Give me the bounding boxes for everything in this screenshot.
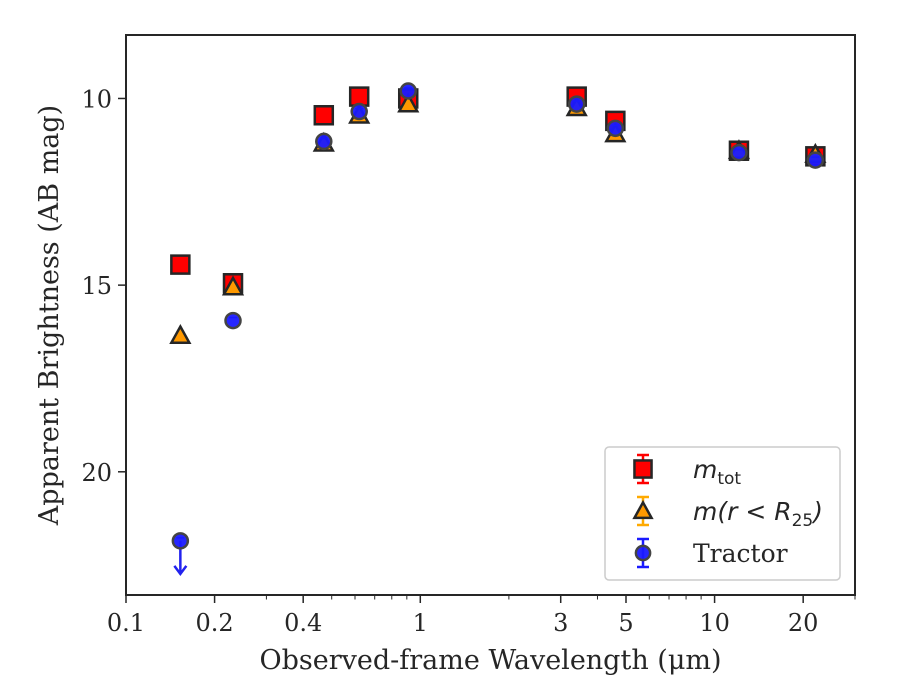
data-point-triangle [169,323,192,344]
data-point-circle [730,143,748,162]
data-point-circle [350,102,368,121]
x-tick-label: 1 [413,609,428,637]
data-point-circle [606,119,625,138]
legend-entry: mtot [633,453,741,489]
data-point-circle [399,82,417,100]
plot-frame [125,34,856,596]
data-point-circle [224,311,242,330]
series-square [170,86,826,294]
legend-label: m(r < R25) [693,497,823,531]
x-axis-label: Observed-frame Wavelength (μm) [259,645,721,676]
x-axis: 0.1 0.2 0.4 1 3 5 10 20 [107,595,856,637]
upper-limit-arrow [173,565,188,576]
legend-marker-square [633,459,653,479]
data-point-triangle [397,92,420,113]
legend-entry: Tractor [634,537,788,569]
legend-label: mtot [693,455,741,489]
legend-label: Tractor [693,539,788,568]
legend-entry: m(r < R25) [632,495,823,531]
x-tick-label: 5 [618,609,633,637]
data-point-circle [315,132,333,151]
y-tick-label: 15 [81,272,112,300]
data-point-circle [806,151,825,169]
x-tick-label: 20 [788,609,819,637]
legend-marker-triangle [632,499,654,520]
data-markers [169,82,827,576]
plot-area [125,34,856,596]
x-tick-label: 10 [699,609,730,637]
x-tick-label: 0.4 [284,609,322,637]
y-tick-label: 20 [81,459,112,487]
data-point-circle [567,95,586,113]
data-point-square [313,105,335,126]
data-point-circle [171,532,190,550]
x-tick-label: 3 [553,609,568,637]
legend: mtot m(r < R25) Tractor [604,446,841,581]
legend-marker-circle [634,544,652,562]
data-point-triangle [221,275,245,296]
y-axis-label: Apparent Brightness (AB mag) [34,105,65,526]
x-tick-label: 0.2 [196,609,234,637]
legend-frame [604,446,841,581]
series-circle [171,82,825,576]
series-triangle [169,92,827,344]
y-axis: 10 15 20 [81,85,126,487]
y-tick-label: 10 [81,85,112,113]
x-tick-label: 0.1 [107,609,145,637]
data-point-square [170,254,191,275]
